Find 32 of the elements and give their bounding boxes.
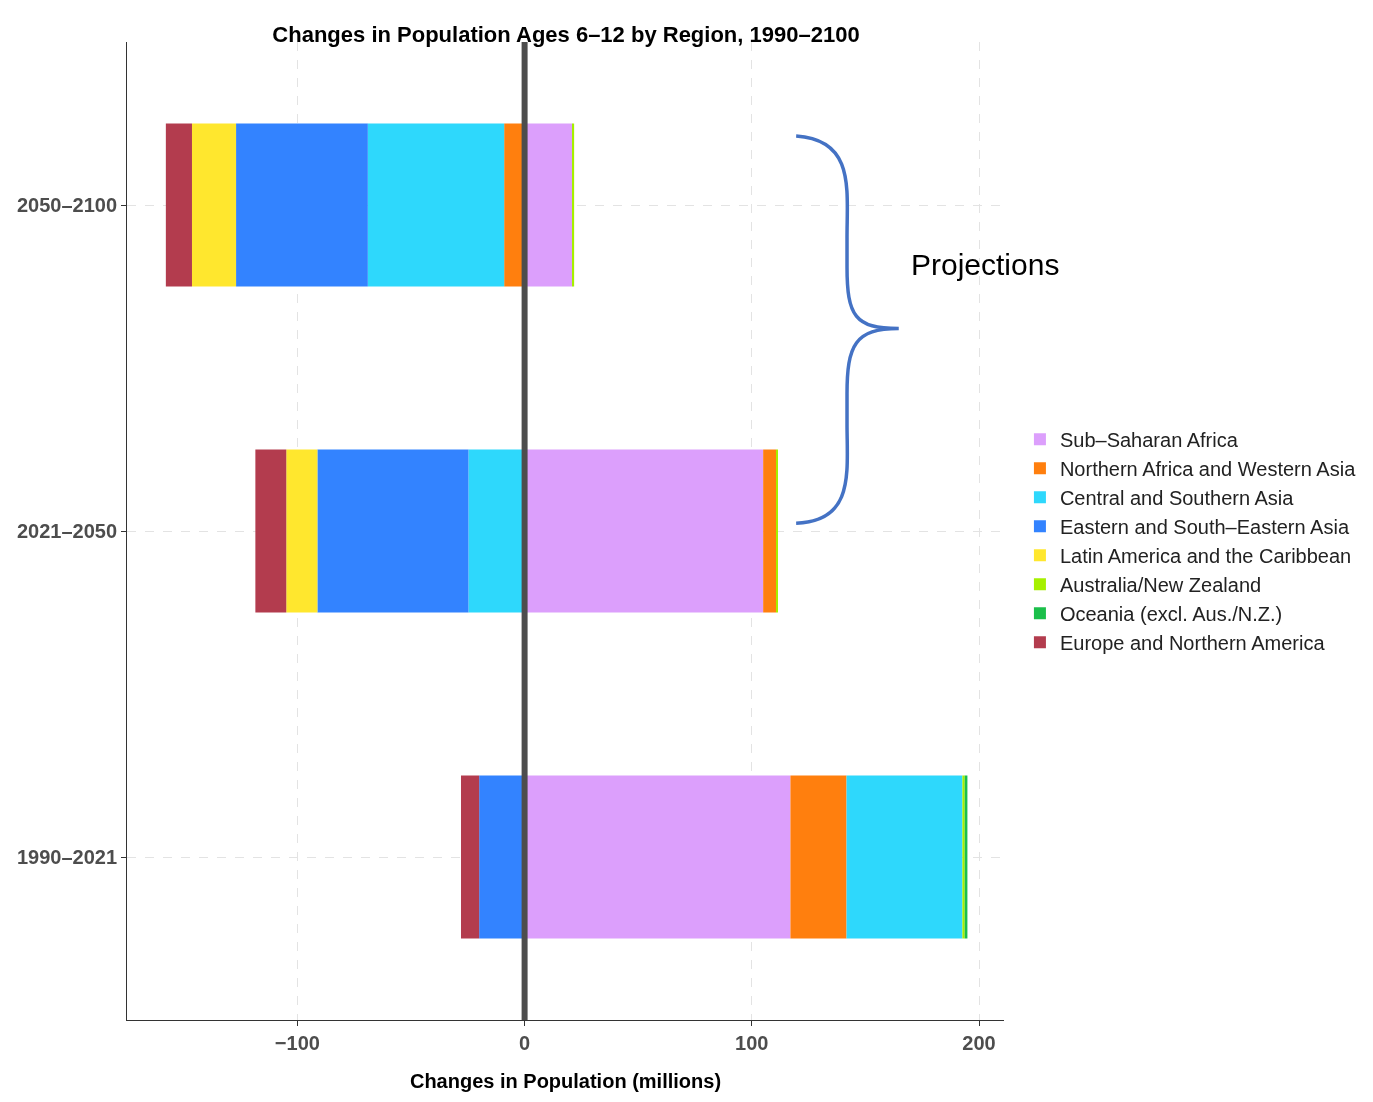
bar xyxy=(763,449,777,613)
bar xyxy=(191,123,237,287)
legend-label: Latin America and the Caribbean xyxy=(1059,545,1352,568)
bar xyxy=(286,449,318,613)
legend-label: Eastern and South–Eastern Asia xyxy=(1059,516,1350,539)
bar xyxy=(846,775,963,939)
y-tick-label: 1990–2021 xyxy=(16,846,117,868)
y-tick-label: 2050–2100 xyxy=(16,194,117,216)
legend-label: Northern Africa and Western Asia xyxy=(1059,458,1357,481)
bar xyxy=(572,123,575,287)
bar xyxy=(468,449,525,613)
bar xyxy=(790,775,847,939)
x-tick-label: −100 xyxy=(274,1032,320,1054)
legend-label: Sub–Saharan Africa xyxy=(1059,429,1239,452)
bar xyxy=(460,775,480,939)
bar xyxy=(165,123,192,287)
legend-label: Europe and Northern America xyxy=(1059,632,1326,655)
x-tick-label: 0 xyxy=(519,1032,531,1054)
bar xyxy=(367,123,505,287)
x-tick-label: 200 xyxy=(962,1032,996,1054)
bar xyxy=(317,449,469,613)
chart-title: Changes in Population Ages 6–12 by Region, 1990–2100 xyxy=(272,21,860,47)
bar xyxy=(255,449,287,613)
y-tick-label: 2021–2050 xyxy=(16,520,117,542)
bar xyxy=(236,123,368,287)
legend-label: Oceania (excl. Aus./N.Z.) xyxy=(1059,603,1283,626)
legend-label: Australia/New Zealand xyxy=(1059,574,1262,597)
x-tick-label: 100 xyxy=(735,1032,769,1054)
annotation: Projections xyxy=(911,248,1060,281)
bar xyxy=(479,775,525,939)
x-axis-title: Changes in Population (millions) xyxy=(409,1069,722,1092)
legend-label: Central and Southern Asia xyxy=(1059,487,1295,510)
